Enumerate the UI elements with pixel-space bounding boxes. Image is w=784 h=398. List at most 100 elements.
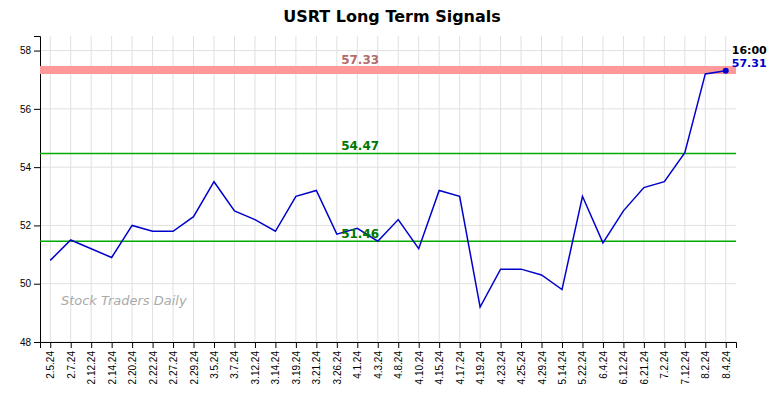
reference-label: 54.47 (341, 139, 379, 153)
grid-line (40, 108, 736, 109)
marks (40, 68, 736, 307)
grid-line (500, 36, 501, 342)
tick-mark (275, 342, 276, 348)
tick-label: 4.17.24 (455, 351, 466, 385)
tick: 2.5.24 (45, 342, 56, 379)
tick-mark (480, 342, 481, 348)
point (723, 68, 729, 74)
tick: 4.15.24 (434, 342, 445, 384)
tick-mark (705, 342, 706, 348)
grid-line (398, 36, 399, 342)
tick-label: 3.7.24 (229, 351, 240, 379)
reference-label: 51.46 (341, 227, 379, 241)
tick: 8.4.24 (721, 342, 732, 379)
tick-mark (316, 342, 317, 348)
tick-mark (726, 342, 727, 348)
watermark: Stock Traders Daily (61, 293, 187, 308)
tick-mark (337, 342, 338, 348)
tick-label: 2.22.24 (148, 351, 159, 385)
reference-line (40, 153, 736, 155)
grid-line (562, 36, 563, 342)
grid-line (234, 36, 235, 342)
tick-label: 6.21.24 (639, 351, 650, 385)
tick-mark (664, 342, 665, 348)
tick-mark (521, 342, 522, 348)
tick: 4.17.24 (455, 342, 466, 384)
tick: 6.12.24 (618, 342, 629, 384)
grid-line (193, 36, 194, 342)
tick-mark (71, 342, 72, 348)
tick-label: 3.5.24 (209, 351, 220, 379)
tick: 5.14.24 (557, 342, 568, 384)
tick-mark (34, 109, 40, 110)
reference-line (40, 66, 736, 74)
tick-mark (357, 342, 358, 348)
tick-label: 2.14.24 (107, 351, 118, 385)
tick-label: 4.23.24 (496, 351, 507, 385)
grid-line (439, 36, 440, 342)
tick-mark (603, 342, 604, 348)
tick-mark (91, 342, 92, 348)
tick: 50 (20, 278, 40, 289)
tick: 4.3.24 (373, 342, 384, 379)
tick-label: 4.25.24 (516, 351, 527, 385)
grid-line (623, 36, 624, 342)
tick-label: 48 (20, 337, 32, 348)
tick: 48 (20, 337, 40, 348)
tick: 58 (20, 45, 40, 56)
tick: 54 (20, 162, 40, 173)
grid-line (418, 36, 419, 342)
tick-mark (132, 342, 133, 348)
tick-mark (419, 342, 420, 348)
tick: 4.29.24 (537, 342, 548, 384)
tick-label: 3.21.24 (311, 351, 322, 385)
tick: 2.7.24 (66, 342, 77, 379)
tick-label: 2.20.24 (127, 351, 138, 385)
tick-label: 7.12.24 (680, 351, 691, 385)
tick-label: 2.12.24 (86, 351, 97, 385)
grid-line (725, 36, 726, 342)
tick-mark (112, 342, 113, 348)
grid-line (316, 36, 317, 342)
tick-label: 56 (20, 104, 32, 115)
grid-line (357, 36, 358, 342)
tick-label: 4.19.24 (475, 351, 486, 385)
tick: 2.20.24 (127, 342, 138, 384)
tick-mark (34, 284, 40, 285)
tick-label: 2.29.24 (189, 351, 200, 385)
tick-mark (34, 225, 40, 226)
tick-label: 4.29.24 (537, 351, 548, 385)
tick-mark (173, 342, 174, 348)
grid-line (521, 36, 522, 342)
tick-label: 5.14.24 (557, 351, 568, 385)
tick-mark (255, 342, 256, 348)
axis-line (41, 343, 737, 349)
tick: 56 (20, 104, 40, 115)
grid-line (40, 283, 736, 284)
tick-mark (34, 167, 40, 168)
tick-label: 2.5.24 (45, 351, 56, 379)
tick-label: 8.2.24 (700, 351, 711, 379)
grid-line (582, 36, 583, 342)
tick-label: 58 (20, 45, 32, 56)
tick-label: 3.26.24 (332, 351, 343, 385)
line (50, 71, 726, 307)
grid-line (295, 36, 296, 342)
labels: 57.3354.4751.4616:0057.31Stock Traders D… (61, 44, 767, 309)
tick: 3.19.24 (291, 342, 302, 384)
tick: 3.14.24 (270, 342, 281, 384)
tick: 3.7.24 (229, 342, 240, 379)
tick-mark (194, 342, 195, 348)
tick-label: 4.10.24 (414, 351, 425, 385)
grid-line (459, 36, 460, 342)
tick: 2.22.24 (148, 342, 159, 384)
grid-line (50, 36, 51, 342)
tick-label: 54 (20, 162, 32, 173)
grid-line (684, 36, 685, 342)
y-axis: 48 50 52 54 56 58 (20, 37, 41, 348)
tick-label: 52 (20, 220, 32, 231)
tick: 4.25.24 (516, 342, 527, 384)
tick: 6.4.24 (598, 342, 609, 379)
tick-mark (398, 342, 399, 348)
tick: 8.2.24 (700, 342, 711, 379)
